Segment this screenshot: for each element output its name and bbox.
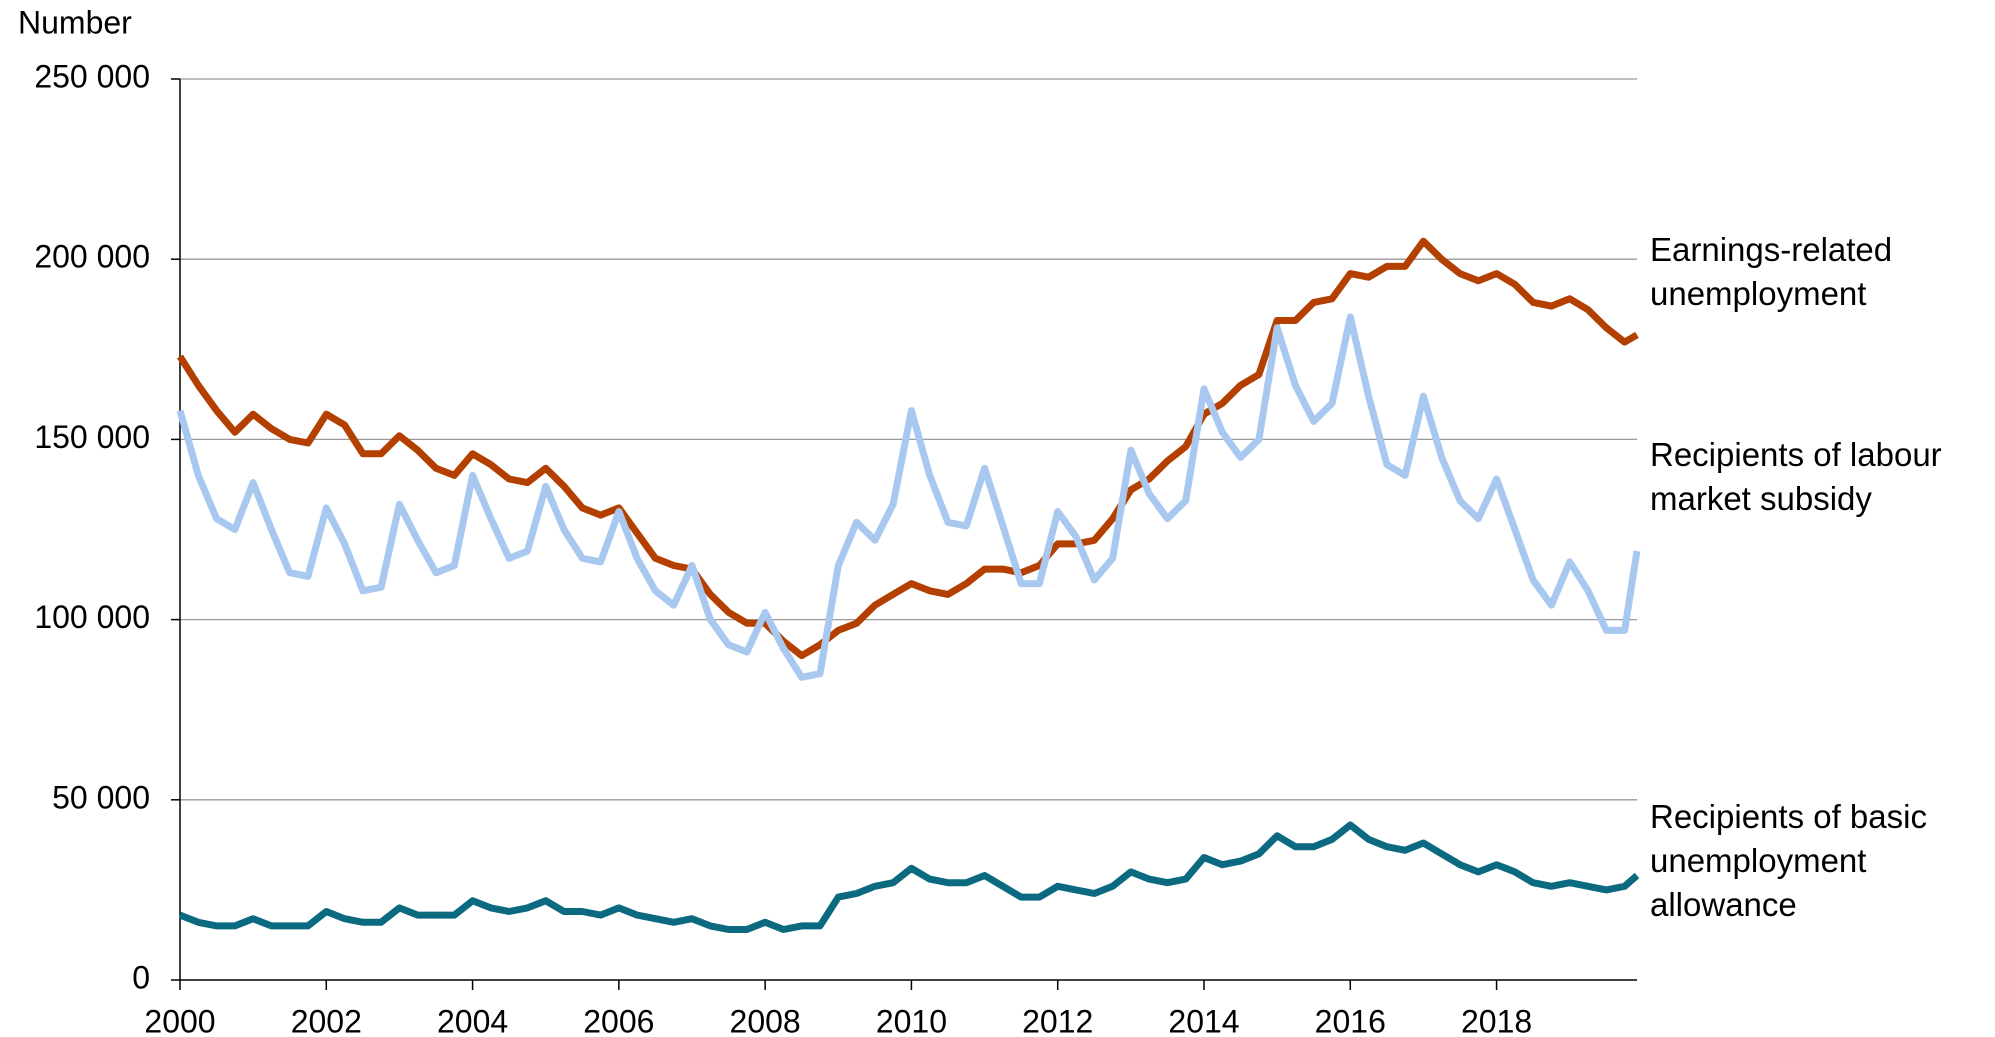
legend-label: Earnings-related unemployment xyxy=(1650,231,1893,312)
x-tick-label: 2008 xyxy=(730,1003,801,1037)
x-tick-label: 2012 xyxy=(1022,1003,1093,1037)
legend-label: Recipients of basic unemployment allowan… xyxy=(1650,798,1927,923)
y-tick-label: 250 000 xyxy=(34,58,150,94)
x-tick-label: 2014 xyxy=(1168,1003,1239,1037)
series-line xyxy=(176,313,1641,681)
x-tick-label: 2000 xyxy=(144,1003,215,1037)
y-tick-label: 0 xyxy=(132,959,150,995)
y-tick-label: 200 000 xyxy=(34,239,150,275)
y-tick-label: 150 000 xyxy=(34,419,150,455)
legend-label: Recipients of labour market subsidy xyxy=(1650,436,1942,517)
x-tick-label: 2018 xyxy=(1461,1003,1532,1037)
y-axis-label: Number xyxy=(18,4,132,40)
series-line xyxy=(178,821,1640,933)
x-tick-label: 2010 xyxy=(876,1003,947,1037)
x-tick-label: 2004 xyxy=(437,1003,508,1037)
series-line xyxy=(177,237,1639,660)
y-tick-label: 50 000 xyxy=(52,779,150,815)
y-tick-label: 100 000 xyxy=(34,599,150,635)
x-tick-label: 2006 xyxy=(583,1003,654,1037)
x-tick-label: 2002 xyxy=(291,1003,362,1037)
x-tick-label: 2016 xyxy=(1315,1003,1386,1037)
